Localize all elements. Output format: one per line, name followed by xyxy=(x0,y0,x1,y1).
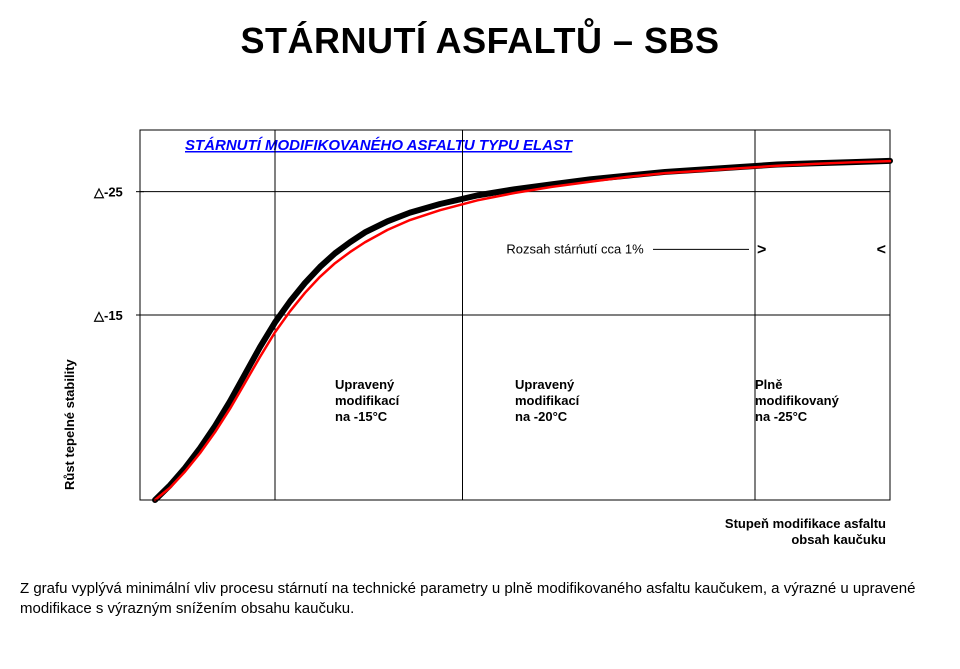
chart-title: STÁRNUTÍ MODIFIKOVANÉHO ASFALTU TYPU ELA… xyxy=(185,137,574,154)
x-axis-label-1: Stupeň modifikace asfaltu xyxy=(725,516,886,531)
svg-text:<: < xyxy=(877,241,886,258)
y-tick-label: △-15 xyxy=(93,308,123,323)
chart-caption: Z grafu vyplývá minimální vliv procesu s… xyxy=(20,579,940,620)
range-label: Rozsah stárńutí cca 1% xyxy=(506,241,644,256)
y-axis-label: Růst tepelné stability xyxy=(62,358,77,490)
page-title: STÁRNUTÍ ASFALTŮ – SBS xyxy=(20,20,940,62)
section-callout: modifikací xyxy=(515,393,580,408)
aging-chart: STÁRNUTÍ MODIFIKOVANÉHO ASFALTU TYPU ELA… xyxy=(50,80,910,560)
section-callout: Upravený xyxy=(515,377,575,392)
section-callout: Upravený xyxy=(335,377,395,392)
section-callout: na -25°C xyxy=(755,409,808,424)
y-tick-label: △-25 xyxy=(93,185,123,200)
section-callout: Plně xyxy=(755,377,782,392)
x-axis-label-2: obsah kaučuku xyxy=(791,532,886,547)
chart-container: STÁRNUTÍ MODIFIKOVANÉHO ASFALTU TYPU ELA… xyxy=(50,80,910,565)
section-callout: modifikovaný xyxy=(755,393,840,408)
section-callout: na -20°C xyxy=(515,409,568,424)
section-callout: modifikací xyxy=(335,393,400,408)
section-callout: na -15°C xyxy=(335,409,388,424)
svg-text:>: > xyxy=(757,241,766,258)
